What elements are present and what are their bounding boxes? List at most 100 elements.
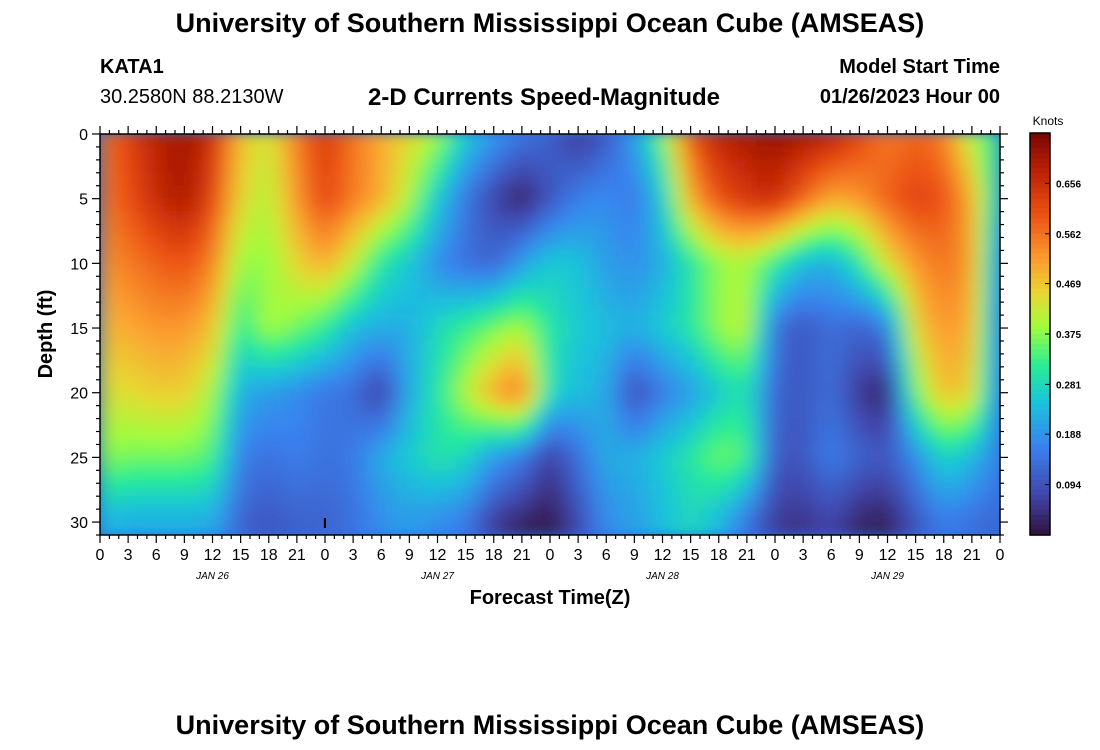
heatmap-cell [549, 314, 560, 329]
heatmap-cell [127, 508, 138, 523]
heatmap-cell [502, 275, 513, 290]
heatmap-cell [793, 366, 804, 381]
heatmap-cell [652, 134, 663, 148]
heatmap-cell [915, 146, 926, 161]
heatmap-cell [877, 431, 888, 445]
heatmap-cell [100, 456, 110, 471]
date-label: JAN 29 [870, 571, 904, 582]
heatmap-cell [315, 327, 326, 342]
heatmap-cell [577, 353, 588, 368]
heatmap-cell [549, 262, 560, 277]
heatmap-cell [427, 288, 438, 303]
heatmap-cell [202, 146, 213, 161]
heatmap-cell [568, 185, 579, 200]
heatmap-cell [558, 134, 570, 148]
heatmap-cell [980, 353, 992, 368]
heatmap-cell [802, 495, 813, 510]
heatmap-cell [671, 327, 682, 342]
heatmap-cell [483, 198, 495, 213]
heatmap-cell [783, 392, 795, 407]
heatmap-cell [718, 185, 729, 200]
heatmap-cell [568, 172, 579, 187]
heatmap-cell [868, 249, 879, 264]
heatmap-cell [952, 379, 963, 394]
heatmap-cell [343, 314, 354, 329]
heatmap-cell [558, 185, 570, 200]
heatmap-cell [146, 314, 157, 329]
heatmap-cell [868, 198, 879, 213]
heatmap-cell [671, 405, 682, 420]
heatmap-cell [915, 275, 926, 290]
heatmap-cell [896, 379, 907, 394]
heatmap-cell [962, 495, 973, 510]
heatmap-cell [455, 327, 467, 342]
heatmap-cell [877, 134, 888, 148]
heatmap-cell [465, 275, 476, 290]
heatmap-cell [596, 508, 607, 523]
heatmap-cell [605, 431, 617, 445]
heatmap-cell [830, 314, 842, 329]
heatmap-cell [783, 172, 795, 187]
heatmap-cell [924, 405, 935, 420]
heatmap-cell [165, 431, 176, 445]
heatmap-cell [390, 392, 401, 407]
heatmap-cell [380, 431, 392, 445]
heatmap-cell [924, 495, 935, 510]
heatmap-cell [483, 366, 495, 381]
heatmap-cell [380, 353, 392, 368]
heatmap-cell [924, 508, 935, 523]
heatmap-cell [915, 405, 926, 420]
heatmap-cell [887, 366, 898, 381]
heatmap-cell [868, 405, 879, 420]
y-tick-label: 25 [70, 450, 88, 467]
heatmap-cell [202, 469, 213, 484]
heatmap-cell [418, 340, 429, 355]
heatmap-cell [943, 521, 954, 535]
heatmap-cell [530, 469, 542, 484]
heatmap-cell [577, 262, 588, 277]
heatmap-cell [333, 224, 345, 238]
heatmap-cell [483, 405, 495, 420]
heatmap-cell [324, 211, 335, 226]
heatmap-cell [324, 172, 335, 187]
heatmap-cell [305, 327, 317, 342]
heatmap-cell [100, 469, 110, 484]
heatmap-cell [858, 521, 870, 535]
heatmap-cell [155, 301, 167, 316]
colorbar-segment [1030, 248, 1050, 255]
heatmap-cell [165, 172, 176, 187]
heatmap-cell [137, 508, 148, 523]
heatmap-cell [877, 418, 888, 433]
heatmap-cell [408, 224, 420, 238]
heatmap-cell [202, 521, 213, 535]
heatmap-cell [165, 134, 176, 148]
heatmap-cell [887, 379, 898, 394]
heatmap-cell [605, 495, 617, 510]
heatmap-cell [287, 236, 298, 251]
heatmap-cell [390, 405, 401, 420]
heatmap-cell [221, 443, 232, 458]
heatmap-cell [465, 353, 476, 368]
heatmap-cell [980, 366, 992, 381]
heatmap-cell [746, 224, 757, 238]
heatmap-cell [624, 392, 635, 407]
heatmap-cell [483, 431, 495, 445]
heatmap-cell [193, 443, 204, 458]
heatmap-cell [118, 275, 129, 290]
heatmap-cell [287, 495, 298, 510]
heatmap-cell [774, 236, 785, 251]
heatmap-cell [380, 159, 392, 174]
heatmap-cell [137, 185, 148, 200]
heatmap-cell [118, 198, 129, 213]
heatmap-cell [577, 172, 588, 187]
heatmap-cell [887, 224, 898, 238]
heatmap-cell [427, 314, 438, 329]
heatmap-cell [418, 159, 429, 174]
heatmap-cell [605, 185, 617, 200]
heatmap-cell [943, 134, 954, 148]
heatmap-cell [512, 495, 523, 510]
heatmap-cell [221, 469, 232, 484]
heatmap-cell [737, 495, 748, 510]
heatmap-cell [933, 185, 945, 200]
heatmap-cell [952, 172, 963, 187]
